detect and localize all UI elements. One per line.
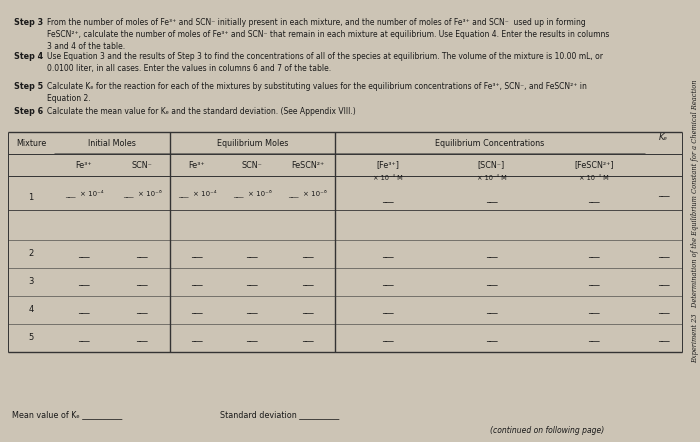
Text: (continued on following page): (continued on following page) xyxy=(490,426,604,435)
Text: 3: 3 xyxy=(28,278,34,286)
Text: ___: ___ xyxy=(486,334,497,343)
Text: Step 4: Step 4 xyxy=(14,52,43,61)
Text: ___  × 10⁻⁶: ___ × 10⁻⁶ xyxy=(232,189,272,197)
Text: ___: ___ xyxy=(382,249,393,259)
Text: ___: ___ xyxy=(658,188,669,198)
Text: × 10⁻⁴ M: × 10⁻⁴ M xyxy=(477,175,506,181)
Text: ___: ___ xyxy=(78,278,90,286)
Text: ___: ___ xyxy=(588,305,600,315)
Text: ___  × 10⁻⁶: ___ × 10⁻⁶ xyxy=(288,189,327,197)
Text: Calculate the mean value for Kₑ and the standard deviation. (See Appendix VIII.): Calculate the mean value for Kₑ and the … xyxy=(47,107,356,116)
Text: ___: ___ xyxy=(588,334,600,343)
Text: ___: ___ xyxy=(191,334,203,343)
Text: ___  × 10⁻⁴: ___ × 10⁻⁴ xyxy=(178,189,216,197)
Text: ___  × 10⁻⁶: ___ × 10⁻⁶ xyxy=(122,189,162,197)
Text: ___: ___ xyxy=(302,334,314,343)
Text: ___: ___ xyxy=(136,334,148,343)
Text: SCN⁻: SCN⁻ xyxy=(241,160,262,169)
Text: ___: ___ xyxy=(136,305,148,315)
Text: Kₑ: Kₑ xyxy=(659,133,668,142)
Text: ___: ___ xyxy=(486,194,497,203)
Text: [SCN⁻]: [SCN⁻] xyxy=(478,160,505,169)
Text: Calculate Kₑ for the reaction for each of the mixtures by substituting values fo: Calculate Kₑ for the reaction for each o… xyxy=(47,82,587,103)
Text: Mixture: Mixture xyxy=(16,138,46,148)
Text: ___: ___ xyxy=(382,305,393,315)
Text: ___: ___ xyxy=(302,278,314,286)
Text: SCN⁻: SCN⁻ xyxy=(132,160,153,169)
Text: ___: ___ xyxy=(382,278,393,286)
Text: Initial Moles: Initial Moles xyxy=(88,138,136,148)
Text: ___: ___ xyxy=(588,249,600,259)
Text: ___: ___ xyxy=(191,249,203,259)
Text: 2: 2 xyxy=(29,249,34,259)
Text: ___: ___ xyxy=(658,278,669,286)
Text: ___: ___ xyxy=(136,278,148,286)
Text: ___: ___ xyxy=(136,249,148,259)
Text: Equilibrium Concentrations: Equilibrium Concentrations xyxy=(435,138,545,148)
Text: Standard deviation __________: Standard deviation __________ xyxy=(220,410,340,419)
Text: ___: ___ xyxy=(191,278,203,286)
Text: ___: ___ xyxy=(302,249,314,259)
Text: Fe³⁺: Fe³⁺ xyxy=(189,160,205,169)
Text: Experiment 23   Determination of the Equilibrium Constant for a Chemical Reactio: Experiment 23 Determination of the Equil… xyxy=(691,79,699,363)
Text: ___  × 10⁻⁴: ___ × 10⁻⁴ xyxy=(64,189,104,197)
Text: Step 6: Step 6 xyxy=(14,107,43,116)
Text: × 10⁻⁴ M: × 10⁻⁴ M xyxy=(579,175,609,181)
Text: Step 3: Step 3 xyxy=(14,18,43,27)
Text: 4: 4 xyxy=(29,305,34,315)
Text: ___: ___ xyxy=(658,334,669,343)
Text: ___: ___ xyxy=(486,278,497,286)
Text: ___: ___ xyxy=(78,249,90,259)
Text: ___: ___ xyxy=(382,194,393,203)
Text: ___: ___ xyxy=(246,334,258,343)
Text: ___: ___ xyxy=(588,278,600,286)
Text: ___: ___ xyxy=(246,278,258,286)
Text: 1: 1 xyxy=(29,194,34,202)
Text: 5: 5 xyxy=(29,334,34,343)
Text: From the number of moles of Fe³⁺ and SCN⁻ initially present in each mixture, and: From the number of moles of Fe³⁺ and SCN… xyxy=(47,18,610,50)
Text: ___: ___ xyxy=(78,305,90,315)
Text: ___: ___ xyxy=(382,334,393,343)
Text: ___: ___ xyxy=(302,305,314,315)
Text: ___: ___ xyxy=(658,305,669,315)
Text: ___: ___ xyxy=(486,249,497,259)
Text: ___: ___ xyxy=(78,334,90,343)
Text: ___: ___ xyxy=(246,305,258,315)
Text: ___: ___ xyxy=(191,305,203,315)
Text: [FeSCN²⁺]: [FeSCN²⁺] xyxy=(574,160,614,169)
Text: Fe³⁺: Fe³⁺ xyxy=(76,160,92,169)
Text: ___: ___ xyxy=(588,194,600,203)
Text: ___: ___ xyxy=(658,249,669,259)
Text: Mean value of Kₑ __________: Mean value of Kₑ __________ xyxy=(12,410,122,419)
Text: FeSCN²⁺: FeSCN²⁺ xyxy=(291,160,324,169)
Text: Step 5: Step 5 xyxy=(14,82,43,91)
Text: Use Equation 3 and the results of Step 3 to find the concentrations of all of th: Use Equation 3 and the results of Step 3… xyxy=(47,52,603,73)
Text: Equilibrium Moles: Equilibrium Moles xyxy=(217,138,288,148)
Text: ___: ___ xyxy=(486,305,497,315)
Text: [Fe³⁺]: [Fe³⁺] xyxy=(376,160,399,169)
Text: × 10⁻⁴ M: × 10⁻⁴ M xyxy=(372,175,402,181)
Text: ___: ___ xyxy=(246,249,258,259)
